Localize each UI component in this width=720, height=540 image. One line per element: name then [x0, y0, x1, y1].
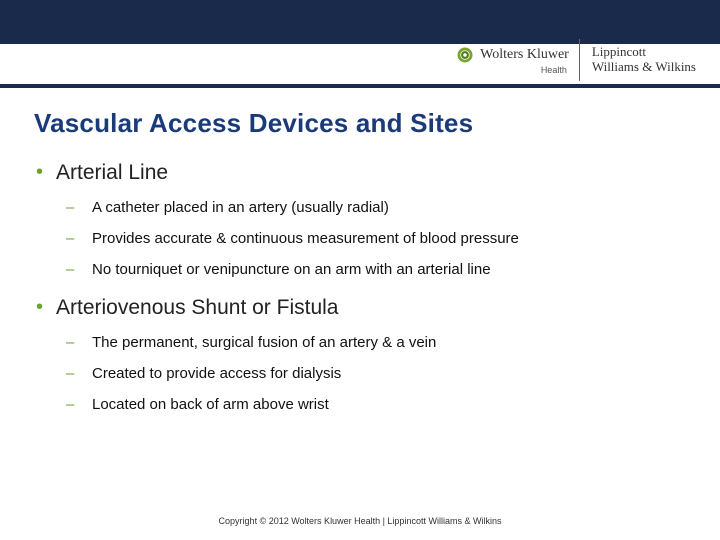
header-band: Wolters Kluwer Health Lippincott William… [0, 0, 720, 88]
list-subitem: No tourniquet or venipuncture on an arm … [34, 261, 686, 278]
brand-left: Wolters Kluwer Health [456, 39, 580, 81]
list-subitem: A catheter placed in an artery (usually … [34, 199, 686, 216]
list-item: Arteriovenous Shunt or Fistula [34, 296, 686, 320]
brand-block: Wolters Kluwer Health Lippincott William… [456, 38, 696, 82]
header-band-underline [0, 84, 720, 88]
brand-left-row: Wolters Kluwer [456, 46, 569, 64]
list-item-label: Arterial Line [56, 161, 168, 184]
list-subitem: Created to provide access for dialysis [34, 365, 686, 382]
list-subitem: Located on back of arm above wrist [34, 396, 686, 413]
bullet-list: Arterial Line A catheter placed in an ar… [34, 161, 686, 413]
list-subitem: Provides accurate & continuous measureme… [34, 230, 686, 247]
brand-left-sub: Health [541, 65, 569, 75]
slide-title: Vascular Access Devices and Sites [34, 108, 686, 139]
brand-left-name: Wolters Kluwer [480, 47, 569, 63]
brand-right-line1: Lippincott [592, 45, 646, 60]
brand-right-line2: Williams & Wilkins [592, 60, 696, 75]
copyright-footer: Copyright © 2012 Wolters Kluwer Health |… [0, 516, 720, 526]
list-item: Arterial Line [34, 161, 686, 185]
brand-right: Lippincott Williams & Wilkins [588, 45, 696, 75]
slide: Wolters Kluwer Health Lippincott William… [0, 0, 720, 540]
content-area: Vascular Access Devices and Sites Arteri… [34, 108, 686, 500]
list-subitem: The permanent, surgical fusion of an art… [34, 334, 686, 351]
wolters-kluwer-logo-icon [456, 46, 474, 64]
list-item-label: Arteriovenous Shunt or Fistula [56, 296, 338, 319]
